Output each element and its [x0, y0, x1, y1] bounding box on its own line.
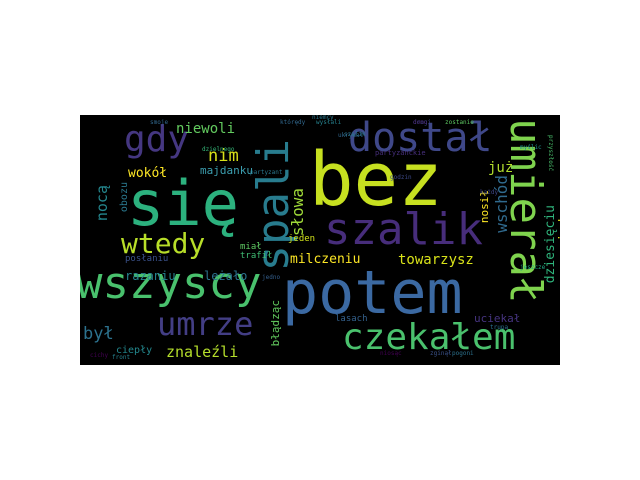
- word: posłaniu: [125, 254, 169, 264]
- word: umierał: [500, 118, 551, 304]
- word: nim: [208, 146, 239, 166]
- word-cloud: bez potem się wszyscy dostał umierał sza…: [80, 115, 560, 365]
- word: dostał: [348, 115, 493, 161]
- word: ukrywał: [338, 132, 364, 139]
- word: miał: [240, 242, 262, 252]
- word: jednym: [557, 195, 560, 242]
- word: czekałem: [342, 317, 516, 358]
- word: którędy: [280, 119, 306, 126]
- word: partyzant: [250, 169, 283, 176]
- word: słowa: [288, 188, 307, 237]
- word: jeszcze: [520, 264, 546, 271]
- word: szalik: [344, 131, 366, 138]
- word: jeden: [288, 234, 316, 244]
- word: wszyscy: [80, 258, 262, 309]
- word: się: [127, 167, 239, 240]
- word: dzielnego: [202, 146, 235, 153]
- word: domu: [413, 119, 428, 126]
- word: jedno: [262, 274, 281, 281]
- word: leżało: [204, 269, 248, 283]
- word: trupa: [490, 324, 509, 331]
- word: niosąc: [380, 350, 402, 357]
- word: bez: [309, 137, 443, 223]
- word: potem: [282, 258, 463, 328]
- word: już: [488, 160, 514, 176]
- word: wysłali: [316, 119, 342, 126]
- word: godzin: [390, 174, 412, 181]
- word: wschód: [492, 175, 511, 233]
- word: był: [83, 324, 114, 344]
- word: wokół: [128, 166, 168, 181]
- word: każdy: [480, 189, 499, 196]
- word: dziesięciu: [543, 205, 558, 284]
- word: drogi: [413, 119, 432, 126]
- word: wtedy: [121, 227, 206, 260]
- word: niemcy: [312, 115, 334, 121]
- word: myślic: [520, 144, 542, 151]
- word: szalik: [324, 204, 483, 255]
- word: uciekał: [474, 312, 521, 325]
- word: zginął: [430, 350, 452, 357]
- word: błądząc: [269, 300, 282, 347]
- word: cichy: [90, 352, 109, 359]
- word: towarzysz: [398, 252, 474, 268]
- word: nocą: [93, 185, 111, 222]
- word: ciepły: [116, 345, 153, 356]
- word: smoje: [150, 119, 169, 126]
- word: trafił: [240, 251, 273, 261]
- word: obozu: [119, 182, 130, 213]
- word: znaleźli: [166, 343, 239, 361]
- word: przyszłość: [547, 135, 554, 172]
- word: majdanku: [200, 164, 253, 177]
- word: zostanie: [445, 119, 474, 126]
- word: milczeniu: [290, 252, 361, 267]
- word: razaniu: [125, 269, 176, 283]
- word: lasach: [335, 314, 368, 324]
- word: niewoli: [176, 121, 236, 137]
- word: umrze: [157, 305, 254, 343]
- word: pogoni: [452, 350, 474, 357]
- word: gdy: [124, 119, 190, 160]
- word: partyzanckie: [375, 149, 426, 157]
- word: front: [112, 354, 131, 361]
